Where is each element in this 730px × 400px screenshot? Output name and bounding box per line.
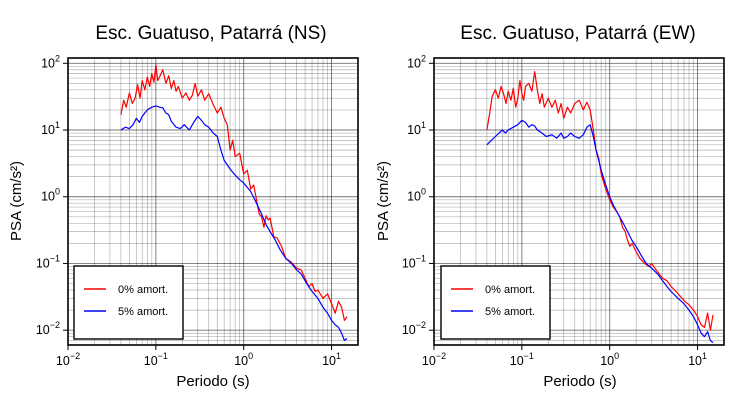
x-tick-label: 10−1: [144, 351, 168, 368]
tick-labels: 10−2 10−1 100 101 10−2 10−1 100 101 102: [402, 53, 707, 368]
legend-label-0pct: 0% amort.: [118, 284, 168, 296]
y-tick-label: 101: [41, 120, 60, 137]
legend-label-5pct: 5% amort.: [485, 306, 535, 318]
series-layer: [486, 71, 714, 344]
y-tick-label: 10−2: [402, 320, 426, 337]
series-layer: [120, 64, 348, 342]
chart-title: Esc. Guatuso, Patarrá (NS): [95, 23, 326, 44]
y-tick-label: 10−2: [36, 320, 60, 337]
series-line-0pct: [486, 71, 714, 331]
x-tick-label: 10−2: [422, 351, 446, 368]
legend: 0% amort. 5% amort.: [440, 265, 551, 340]
y-tick-label: 100: [407, 187, 426, 204]
y-tick-label: 102: [41, 53, 60, 70]
legend-box: [73, 265, 184, 340]
x-tick-label: 100: [600, 351, 619, 368]
tick-labels: 10−2 10−1 100 101 10−2 10−1 100 101 102: [36, 53, 341, 368]
plot-frame: [67, 57, 359, 346]
plot-frame: [433, 57, 725, 346]
legend-box: [440, 265, 551, 340]
y-axis-label: PSA (cm/s²): [8, 161, 25, 241]
x-tick-label: 101: [322, 351, 341, 368]
x-tick-label: 10−1: [510, 351, 534, 368]
x-tick-label: 10−2: [56, 351, 80, 368]
legend-label-0pct: 0% amort.: [485, 284, 535, 296]
series-line-5pct: [120, 105, 348, 342]
legend: 0% amort. 5% amort.: [73, 265, 184, 340]
y-axis-label: PSA (cm/s²): [375, 161, 392, 241]
y-tick-label: 100: [41, 187, 60, 204]
legend-label-5pct: 5% amort.: [118, 306, 168, 318]
plot-grid: [67, 58, 359, 346]
series-line-0pct: [120, 64, 348, 321]
y-tick-label: 10−1: [402, 253, 426, 270]
y-tick-label: 10−1: [36, 253, 60, 270]
chart-panel-ew: Esc. Guatuso, Patarrá (EW) 10−2 10−1 100 10…: [375, 23, 725, 390]
x-axis-label: Periodo (s): [176, 373, 249, 390]
chart-panel-ns: Esc. Guatuso, Patarrá (NS) 10−2 10−1 100 10…: [8, 23, 359, 390]
x-axis-label: Periodo (s): [543, 373, 616, 390]
y-tick-label: 102: [407, 53, 426, 70]
series-line-5pct: [486, 119, 714, 344]
x-tick-label: 100: [234, 351, 253, 368]
x-tick-label: 101: [688, 351, 707, 368]
y-tick-label: 101: [407, 120, 426, 137]
chart-title: Esc. Guatuso, Patarrá (EW): [460, 23, 695, 44]
